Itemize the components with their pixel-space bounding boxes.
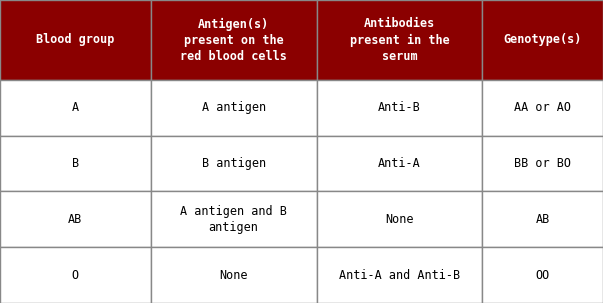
Bar [0, 0, 151, 80]
Text: AA or AO: AA or AO [514, 102, 571, 114]
Bar [151, 191, 317, 247]
Text: Blood group: Blood group [36, 34, 115, 46]
Bar [151, 80, 317, 136]
Bar [482, 247, 603, 303]
Text: A: A [72, 102, 79, 114]
Text: Antigen(s)
present on the
red blood cells: Antigen(s) present on the red blood cell… [180, 18, 287, 62]
Bar [482, 136, 603, 191]
Bar [317, 191, 482, 247]
Text: Anti-A and Anti-B: Anti-A and Anti-B [339, 269, 460, 281]
Bar [317, 80, 482, 136]
Bar [0, 136, 151, 191]
Text: B: B [72, 157, 79, 170]
Text: None: None [219, 269, 248, 281]
Bar [482, 191, 603, 247]
Bar [482, 0, 603, 80]
Bar [317, 247, 482, 303]
Text: AB: AB [68, 213, 83, 226]
Text: B antigen: B antigen [201, 157, 266, 170]
Text: OO: OO [535, 269, 550, 281]
Text: A antigen: A antigen [201, 102, 266, 114]
Text: AB: AB [535, 213, 550, 226]
Text: Anti-A: Anti-A [378, 157, 421, 170]
Bar [0, 247, 151, 303]
Text: Anti-B: Anti-B [378, 102, 421, 114]
Bar [0, 191, 151, 247]
Text: Genotype(s): Genotype(s) [504, 34, 582, 46]
Bar [317, 136, 482, 191]
Bar [317, 0, 482, 80]
Text: None: None [385, 213, 414, 226]
Text: Antibodies
present in the
serum: Antibodies present in the serum [350, 18, 449, 62]
Text: BB or BO: BB or BO [514, 157, 571, 170]
Bar [482, 80, 603, 136]
Bar [151, 136, 317, 191]
Bar [151, 247, 317, 303]
Bar [0, 80, 151, 136]
Text: O: O [72, 269, 79, 281]
Text: A antigen and B
antigen: A antigen and B antigen [180, 205, 287, 234]
Bar [151, 0, 317, 80]
